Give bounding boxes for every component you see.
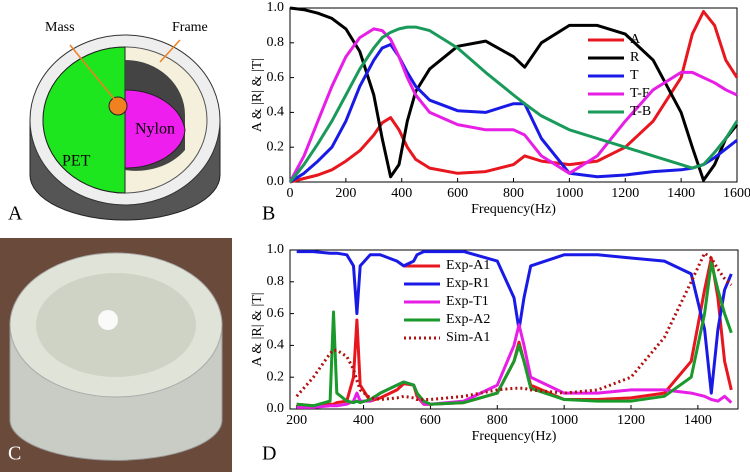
x-axis-label: Frequency(Hz) bbox=[471, 202, 556, 217]
x-tick-label: 400 bbox=[353, 413, 374, 428]
legend-label: Exp-R1 bbox=[446, 276, 490, 291]
mass-pointer bbox=[69, 44, 116, 101]
series-line bbox=[288, 27, 738, 183]
x-tick-label: 1000 bbox=[550, 413, 578, 428]
x-tick-label: 1200 bbox=[611, 186, 639, 201]
label-pet: PET bbox=[62, 153, 91, 170]
y-tick-label: 0.2 bbox=[267, 139, 285, 154]
plot-frame bbox=[289, 249, 739, 410]
y-tick-label: 0.2 bbox=[267, 369, 285, 384]
series-line bbox=[289, 6, 739, 182]
x-tick-label: 600 bbox=[420, 413, 441, 428]
y-tick-label: 0.0 bbox=[267, 401, 285, 416]
x-tick-label: 600 bbox=[447, 186, 468, 201]
x-tick-label: 800 bbox=[487, 413, 508, 428]
x-tick-label: 1200 bbox=[617, 413, 645, 428]
legend-label: R bbox=[630, 50, 640, 65]
legend-label: Exp-T1 bbox=[446, 294, 489, 309]
x-tick-label: 1400 bbox=[684, 413, 712, 428]
sample-mass bbox=[98, 310, 118, 330]
x-tick-label: 200 bbox=[335, 186, 356, 201]
y-tick-label: 0.8 bbox=[267, 35, 285, 50]
y-axis-label: A & |R| & |T| bbox=[250, 58, 265, 132]
series-line bbox=[288, 25, 739, 183]
mass bbox=[108, 96, 128, 116]
x-axis-label: Frequency(Hz) bbox=[472, 429, 557, 444]
series-line bbox=[296, 261, 733, 408]
x-tick-label: 1400 bbox=[667, 186, 695, 201]
pet-half bbox=[42, 46, 126, 194]
label-frame: Frame bbox=[172, 20, 208, 35]
y-tick-label: 0.6 bbox=[267, 70, 285, 85]
series-line bbox=[296, 250, 733, 395]
series-line bbox=[289, 43, 738, 184]
legend-label: A bbox=[630, 32, 641, 47]
panel-label: D bbox=[262, 443, 276, 465]
panel-label: C bbox=[8, 443, 21, 465]
x-tick-label: 1600 bbox=[723, 186, 750, 201]
y-tick-label: 1.0 bbox=[267, 242, 285, 257]
y-tick-label: 0.8 bbox=[267, 274, 285, 289]
legend-label: Sim-A1 bbox=[446, 330, 490, 345]
x-tick-label: 200 bbox=[286, 413, 307, 428]
frame-pointer bbox=[159, 39, 181, 63]
x-tick-label: 800 bbox=[503, 186, 524, 201]
x-tick-label: 1000 bbox=[555, 186, 583, 201]
series-line bbox=[295, 251, 733, 401]
legend-label: Exp-A2 bbox=[446, 312, 490, 327]
label-mass: Mass bbox=[45, 20, 75, 35]
legend-label: Exp-A1 bbox=[446, 258, 490, 273]
series-line bbox=[289, 10, 739, 184]
panel-label: B bbox=[262, 203, 275, 225]
legend-label: T-B bbox=[630, 104, 651, 119]
nylon-half bbox=[124, 89, 186, 169]
panel-label: A bbox=[8, 203, 23, 225]
label-nylon: Nylon bbox=[135, 121, 175, 138]
diagram: Mass Frame PET Nylon A bbox=[8, 20, 221, 225]
y-tick-label: 1.0 bbox=[267, 0, 285, 15]
y-tick-label: 0.0 bbox=[267, 174, 285, 189]
legend-label: T-F bbox=[630, 86, 650, 101]
legend-label: T bbox=[630, 68, 639, 83]
x-tick-label: 400 bbox=[391, 186, 412, 201]
y-tick-label: 0.4 bbox=[267, 338, 285, 353]
y-tick-label: 0.6 bbox=[267, 306, 285, 321]
x-tick-label: 0 bbox=[287, 186, 294, 201]
photo: C bbox=[0, 238, 232, 472]
y-tick-label: 0.4 bbox=[267, 105, 285, 120]
y-axis-label: A & |R| & |T| bbox=[250, 292, 265, 366]
